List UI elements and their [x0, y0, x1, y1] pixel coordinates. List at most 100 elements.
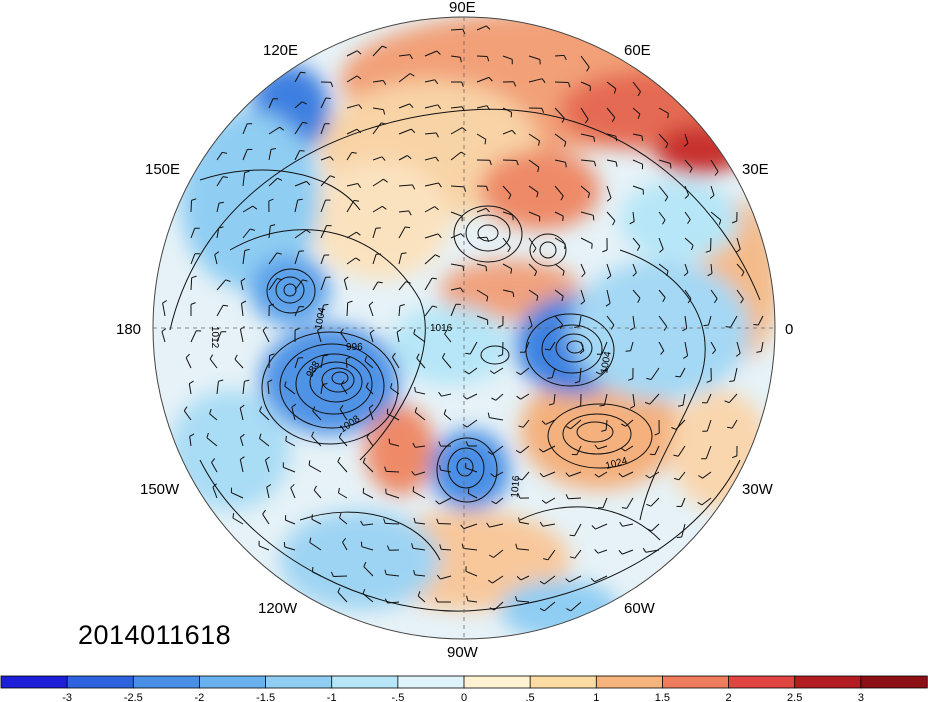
wind-barb-feather — [662, 219, 666, 225]
wind-barb-feather — [618, 550, 623, 555]
wind-barb-feather — [408, 210, 412, 216]
wind-barb-feather — [311, 431, 315, 437]
wind-barb — [190, 253, 196, 265]
wind-barb — [580, 237, 593, 245]
wind-barb-feather — [344, 276, 349, 281]
wind-barb — [216, 152, 223, 161]
wind-barb — [283, 466, 296, 473]
wind-barb-feather — [515, 543, 518, 549]
wind-barb — [502, 55, 513, 60]
wind-barb-feather — [516, 576, 522, 581]
wind-barb-feather — [543, 558, 549, 561]
wind-barb — [554, 237, 566, 245]
wind-barb — [630, 341, 634, 351]
wind-barb-feather — [436, 574, 441, 580]
wind-barb-feather — [435, 500, 440, 505]
wind-barb-feather — [724, 400, 730, 404]
wind-barb-feather — [269, 303, 275, 307]
wind-barb-feather — [687, 219, 691, 224]
wind-barb — [658, 185, 669, 198]
wind-barb-feather — [642, 547, 647, 553]
lon-label-120e: 120E — [263, 42, 298, 59]
colorbar-swatch — [199, 675, 267, 689]
wind-barb — [466, 393, 478, 400]
wind-barb-feather — [645, 474, 650, 479]
wind-barb — [259, 438, 270, 447]
wind-barb-feather — [646, 377, 652, 380]
wind-barb-feather — [417, 591, 421, 597]
wind-barb-feather — [234, 354, 238, 360]
wind-barb-feather — [191, 275, 197, 279]
wind-barb — [216, 305, 224, 317]
wind-barb-feather — [606, 275, 612, 280]
wind-barb — [424, 206, 435, 213]
wind-barb-feather — [443, 409, 447, 415]
wind-barb-feather — [527, 325, 533, 330]
wind-barb-feather — [611, 117, 616, 122]
wind-barb — [658, 315, 668, 327]
wind-barb — [554, 133, 567, 143]
wind-barb — [684, 289, 692, 300]
wind-barb — [502, 159, 517, 161]
wind-barb — [268, 149, 272, 161]
wind-barb — [211, 462, 218, 473]
wind-barb — [320, 97, 327, 109]
colorbar-swatch — [529, 675, 597, 689]
wind-barb-feather — [584, 118, 589, 124]
wind-barb — [622, 523, 634, 527]
wind-barb-feather — [302, 279, 308, 282]
wind-barb-feather — [486, 296, 489, 302]
wind-barb-feather — [252, 205, 258, 210]
wind-barb-feather — [434, 206, 439, 211]
wind-barb-feather — [339, 512, 342, 519]
wind-barb-feather — [620, 447, 626, 452]
wind-barb — [553, 393, 556, 404]
wind-barb-feather — [268, 198, 274, 202]
wind-barb-feather — [329, 156, 334, 161]
wind-barb — [258, 545, 270, 551]
wind-barb — [346, 152, 353, 161]
wind-barb — [736, 263, 745, 273]
wind-barb-feather — [435, 254, 441, 258]
wind-barb — [398, 128, 412, 135]
lon-label-180: 180 — [116, 321, 141, 338]
wind-barb — [333, 575, 348, 577]
wind-barb-feather — [369, 329, 375, 334]
wind-barb-feather — [438, 182, 442, 188]
background-isobars — [169, 108, 761, 612]
wind-barb — [450, 151, 462, 161]
wind-barb-feather — [185, 353, 190, 359]
wind-barb — [424, 79, 436, 83]
wind-barb — [361, 546, 374, 551]
wind-barb-feather — [347, 300, 353, 304]
wind-barb-feather — [308, 460, 311, 466]
wind-barb-feather — [383, 518, 386, 524]
wind-barb-feather — [697, 501, 703, 506]
wind-barb-feather — [659, 248, 664, 253]
wind-barb — [681, 523, 686, 538]
wind-barb — [372, 254, 377, 265]
wind-barb-feather — [436, 518, 439, 524]
wind-barb — [398, 103, 410, 109]
wind-barb — [414, 471, 426, 476]
wind-barb — [549, 341, 556, 351]
wind-barb — [231, 492, 244, 499]
wind-barb — [502, 107, 512, 113]
wind-barb-feather — [641, 135, 644, 141]
wind-barb — [232, 517, 244, 525]
wind-barb-feather — [592, 215, 595, 221]
wind-barb-feather — [756, 350, 762, 353]
wind-barb — [502, 211, 513, 216]
wind-barb-feather — [731, 220, 737, 224]
wind-barb-feather — [698, 475, 703, 479]
wind-barb — [528, 315, 533, 327]
wind-barb-feather — [284, 381, 287, 387]
wind-barb — [520, 367, 530, 375]
wind-barb — [649, 393, 660, 405]
wind-barb — [320, 384, 323, 395]
wind-barb — [294, 306, 300, 317]
wind-barb-feather — [706, 380, 712, 383]
wind-barb — [757, 315, 764, 326]
wind-barb — [730, 315, 738, 328]
wind-barb-feather — [490, 473, 495, 478]
